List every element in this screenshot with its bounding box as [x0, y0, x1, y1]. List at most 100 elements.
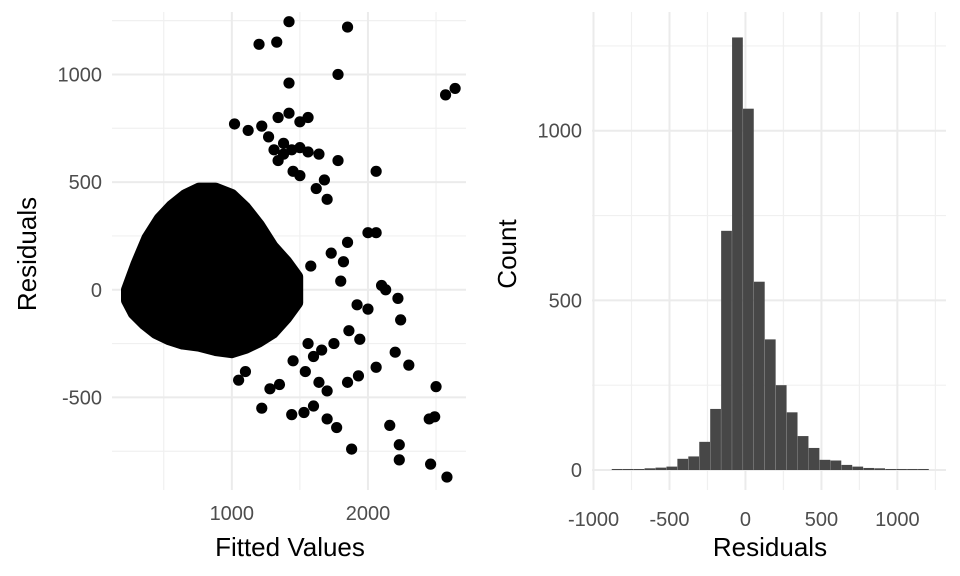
- scatter-point: [302, 337, 314, 350]
- scatter-point: [283, 16, 295, 28]
- histogram-bar: [863, 467, 875, 470]
- histogram-bar: [732, 37, 743, 470]
- scatter-y-tick-label: 1000: [58, 64, 103, 86]
- scatter-point: [395, 314, 407, 326]
- scatter-point: [362, 227, 374, 239]
- scatter-point: [264, 383, 276, 395]
- scatter-point: [343, 325, 355, 337]
- histogram-x-tick-label: -500: [649, 509, 689, 531]
- scatter-point: [335, 275, 347, 287]
- histogram-bars: [611, 37, 929, 470]
- histogram-x-tick-label: 500: [805, 509, 838, 531]
- scatter-y-tick-label: 500: [69, 172, 102, 194]
- histogram-bar: [688, 456, 700, 470]
- histogram-y-tick-labels: 0 500 1000: [538, 121, 583, 482]
- scatter-dense-point-cloud: [121, 182, 304, 359]
- scatter-point: [273, 378, 286, 391]
- scatter-point: [354, 333, 366, 345]
- histogram-bar: [896, 468, 907, 470]
- scatter-point: [253, 38, 265, 50]
- histogram-bar: [666, 466, 678, 470]
- scatter-point: [362, 303, 374, 315]
- scatter-point: [287, 355, 299, 367]
- scatter-point: [302, 146, 314, 158]
- scatter-point: [441, 471, 453, 483]
- scatter-point: [321, 193, 333, 205]
- scatter-y-tick-label: 0: [91, 280, 102, 302]
- scatter-point: [384, 419, 396, 432]
- histogram-bar: [797, 436, 809, 470]
- histogram-x-tick-label: 1000: [875, 509, 920, 531]
- histogram-bar: [907, 468, 918, 470]
- histogram-bar: [655, 467, 667, 470]
- scatter-point: [325, 247, 337, 259]
- scatter-point: [272, 111, 284, 124]
- residuals-histogram: 0 500 1000 -1000 -500 0 500 1000 Residuals Cou…: [492, 12, 946, 562]
- scatter-point: [268, 144, 280, 156]
- scatter-point: [341, 376, 354, 388]
- scatter-point: [305, 260, 317, 272]
- scatter-point: [307, 350, 320, 363]
- histogram-bar: [753, 281, 765, 470]
- scatter-point: [331, 421, 343, 434]
- scatter-point: [321, 413, 333, 425]
- histogram-bar: [743, 108, 754, 470]
- scatter-point: [370, 227, 382, 239]
- histogram-bar: [819, 459, 831, 470]
- scatter-point: [262, 131, 275, 143]
- scatter-point: [449, 82, 461, 95]
- scatter-point: [294, 170, 306, 182]
- scatter-point: [242, 124, 254, 137]
- histogram-bar: [885, 468, 896, 470]
- scatter-x-axis-title: Fitted Values: [215, 532, 365, 562]
- scatter-point: [307, 400, 320, 412]
- scatter-point: [233, 374, 245, 386]
- scatter-point: [256, 120, 268, 132]
- histogram-bar: [874, 468, 886, 470]
- histogram-y-axis-title: Count: [492, 219, 522, 289]
- scatter-point: [283, 77, 295, 89]
- scatter-point: [321, 385, 333, 397]
- histogram-bar: [786, 412, 798, 470]
- scatter-point: [341, 236, 354, 248]
- scatter-point: [298, 406, 310, 419]
- scatter-point: [380, 284, 392, 296]
- scatter-point: [271, 36, 283, 48]
- histogram-bar: [775, 385, 787, 470]
- histogram-bar: [808, 447, 820, 470]
- scatter-x-tick-labels: 1000 2000: [210, 503, 391, 525]
- histogram-x-axis-title: Residuals: [713, 532, 827, 562]
- scatter-point: [332, 68, 344, 81]
- histogram-bar: [644, 468, 656, 470]
- scatter-point: [313, 148, 325, 160]
- scatter-point: [393, 454, 405, 466]
- scatter-point: [332, 154, 344, 167]
- histogram-x-tick-labels: -1000 -500 0 500 1000: [568, 509, 920, 531]
- scatter-point: [256, 402, 268, 414]
- scatter-y-tick-labels: -500 0 500 1000: [58, 64, 103, 409]
- scatter-point: [328, 337, 340, 350]
- histogram-bar: [633, 468, 645, 470]
- residuals-vs-fitted-scatter: -500 0 500 1000 1000 2000 Fitted Values Resi…: [12, 12, 466, 562]
- histogram-y-tick-label: 1000: [538, 121, 583, 143]
- scatter-point: [346, 443, 358, 455]
- histogram-y-tick-label: 500: [549, 290, 582, 312]
- scatter-point: [392, 292, 404, 304]
- histogram-bar: [677, 458, 689, 470]
- scatter-point: [286, 144, 298, 156]
- scatter-point: [310, 182, 322, 195]
- scatter-point: [389, 346, 401, 358]
- histogram-bar: [622, 468, 634, 470]
- histogram-bar: [764, 339, 776, 470]
- scatter-point: [351, 299, 363, 311]
- scatter-point: [277, 137, 290, 149]
- scatter-points: [228, 16, 461, 483]
- scatter-point: [337, 256, 350, 268]
- scatter-point: [239, 365, 252, 378]
- scatter-point: [283, 107, 295, 119]
- histogram-x-tick-label: 0: [740, 509, 751, 531]
- histogram-bar: [841, 464, 853, 470]
- histogram-bar: [611, 468, 623, 470]
- histogram-x-tick-label: -1000: [568, 509, 619, 531]
